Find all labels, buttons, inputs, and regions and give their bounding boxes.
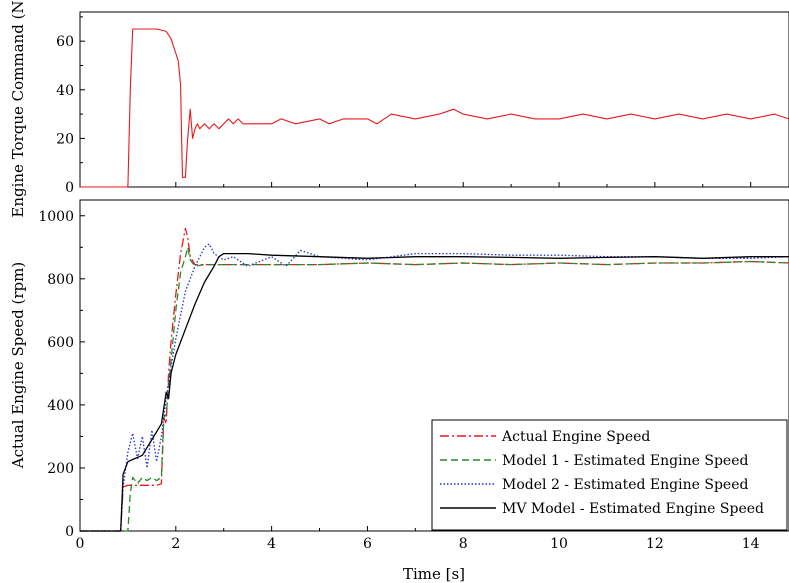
- torque-series-line-1: [80, 28, 789, 188]
- legend-label-2: Model 1 - Estimated Engine Speed: [502, 453, 748, 469]
- speed-x-tick-label: 14: [742, 536, 760, 552]
- x-axis-label: Time [s]: [403, 565, 465, 583]
- speed-y-tick-label: 800: [47, 272, 74, 288]
- speed-y-tick-label: 200: [47, 461, 74, 477]
- speed-x-tick-label: 6: [363, 536, 372, 552]
- torque-y-ticks: 0 20 40 60: [56, 16, 85, 196]
- legend: Actual Engine Speed Model 1 - Estimated E…: [431, 419, 788, 531]
- torque-x-ticks: [79, 182, 752, 187]
- speed-x-tick-label: 12: [646, 536, 664, 552]
- speed-y-ticks: 0 200 400 600 800 1000: [38, 209, 85, 540]
- speed-y-tick-label: 1000: [38, 209, 74, 225]
- torque-y-tick-label: 20: [56, 131, 74, 147]
- speed-x-tick-label: 4: [267, 536, 276, 552]
- torque-y-tick-label: 40: [56, 83, 74, 99]
- speed-series-line-1: [80, 227, 789, 532]
- speed-plot-frame: [79, 199, 789, 532]
- speed-x-tick-label: 10: [550, 536, 568, 552]
- speed-x-tick-label: 2: [171, 536, 180, 552]
- torque-panel: 0 20 40 60 Engine Torque Command (Nm): [9, 0, 789, 218]
- speed-series-line-2: [80, 246, 789, 532]
- speed-x-ticks: 0 2 4 6 8 10 12 14: [76, 526, 760, 552]
- speed-x-tick-label: 0: [76, 536, 85, 552]
- legend-label-4: MV Model - Estimated Engine Speed: [502, 501, 764, 517]
- torque-y-tick-label: 0: [65, 180, 74, 196]
- speed-series-line-3: [80, 243, 789, 532]
- speed-y-tick-label: 400: [47, 398, 74, 414]
- speed-y-tick-label: 600: [47, 335, 74, 351]
- legend-label-1: Actual Engine Speed: [501, 429, 650, 445]
- speed-x-tick-label: 8: [459, 536, 468, 552]
- torque-y-tick-label: 60: [56, 34, 74, 50]
- speed-series: [80, 227, 789, 532]
- torque-series: [80, 28, 789, 188]
- torque-plot-frame: [79, 11, 789, 188]
- speed-series-line-4: [80, 252, 789, 532]
- legend-label-3: Model 2 - Estimated Engine Speed: [502, 477, 748, 493]
- speed-y-tick-label: 0: [65, 524, 74, 540]
- legend-box: [431, 419, 788, 531]
- speed-panel: 0 2 4 6 8 10 12 14 0 200 400 600 800 1000 Actual Eng…: [9, 199, 789, 583]
- speed-y-axis-label: Actual Engine Speed (rpm): [9, 262, 27, 469]
- torque-y-axis-label: Engine Torque Command (Nm): [9, 0, 27, 218]
